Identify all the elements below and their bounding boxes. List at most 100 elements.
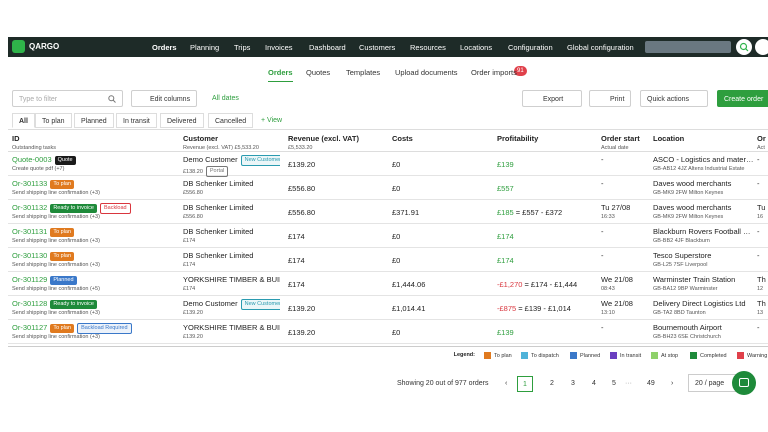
subnav-item[interactable]: Upload documents xyxy=(395,68,458,77)
column-title: Profitability xyxy=(497,134,539,143)
profit: £139 xyxy=(497,328,514,337)
location-address: GB-BB2 4JF Blackburn xyxy=(653,238,710,244)
status-tag: New Customer xyxy=(240,155,280,166)
app: QARGO Orders Planning Trips Invoices Dashboa… xyxy=(8,37,768,399)
legend-swatch xyxy=(521,352,528,359)
profit: £174 xyxy=(497,256,514,265)
legend-label: Legend: xyxy=(453,352,475,358)
legend-swatch xyxy=(690,352,697,359)
print-button[interactable]: Print xyxy=(589,90,632,107)
search-button[interactable] xyxy=(736,39,752,55)
column-subtitle: Actual date xyxy=(601,145,629,151)
prev-page[interactable]: ‹ xyxy=(505,380,508,387)
tab[interactable]: In transit xyxy=(116,113,157,128)
start-date: Tu 27/08 xyxy=(601,203,631,212)
customer-revenue-cell: £139.20 xyxy=(183,334,203,340)
profit-cell: £557 xyxy=(497,184,514,193)
subnav-item[interactable]: Orders xyxy=(268,68,293,82)
customer-revenue: £139.20 xyxy=(183,310,203,316)
status-tag: To plan xyxy=(50,180,75,189)
legend-label: Planned xyxy=(580,353,601,359)
profit: £557 xyxy=(497,184,514,193)
create-order-button[interactable]: Create order xyxy=(717,90,768,107)
start-date: - xyxy=(601,155,604,164)
profit-cell: £185 = £557 - £372 xyxy=(497,208,562,217)
nav-item[interactable]: Global configuration xyxy=(567,43,634,52)
customer-cell: Demo Customer New Customer xyxy=(183,155,280,166)
column-subtitle: £5,533.20 xyxy=(288,145,313,151)
revenue: £139.20 xyxy=(288,328,316,337)
nav-item[interactable]: Customers xyxy=(359,43,396,52)
table-row[interactable]: Or-301130 To plan Send shipping line confi… xyxy=(8,248,768,272)
chat-icon xyxy=(739,378,749,387)
chat-button[interactable] xyxy=(732,371,756,395)
location: Delivery Direct Logistics Ltd xyxy=(653,299,746,308)
profit: £185 xyxy=(497,208,514,217)
task: Send shipping line confirmation (+3) xyxy=(12,214,100,220)
subnav-item[interactable]: Templates xyxy=(346,68,381,77)
order-id: Or-301130 xyxy=(12,251,48,260)
customer-revenue-cell: £174 xyxy=(183,262,195,268)
filter-placeholder: Type to filter xyxy=(19,96,58,103)
page-number[interactable]: 49 xyxy=(647,380,655,387)
task: Send shipping line confirmation (+3) xyxy=(12,238,100,244)
tab[interactable]: Planned xyxy=(74,113,114,128)
customer-revenue: £556.80 xyxy=(183,214,203,220)
nav-item[interactable]: Orders xyxy=(152,43,177,52)
start-date: - xyxy=(601,227,604,236)
next-column-sub: 12 xyxy=(757,286,764,292)
revenue: £139.20 xyxy=(288,304,316,313)
export-button[interactable]: Export xyxy=(522,90,583,107)
brand[interactable]: QARGO xyxy=(29,42,60,51)
edit-columns-button[interactable]: Edit columns xyxy=(131,90,198,107)
next-page[interactable]: › xyxy=(671,380,674,387)
profit-cell: -£875 = £139 - £1,014 xyxy=(497,304,571,313)
location: Bournemouth Airport xyxy=(653,323,722,332)
page-number[interactable]: 3 xyxy=(571,380,575,387)
extra-button[interactable] xyxy=(755,39,768,55)
nav-item[interactable]: Invoices xyxy=(265,43,293,52)
nav-item[interactable]: Dashboard xyxy=(309,43,346,52)
id-cell: Or-301131 To plan xyxy=(12,227,75,237)
nav-item[interactable]: Resources xyxy=(410,43,446,52)
start-date: - xyxy=(601,179,604,188)
next-column: - xyxy=(757,323,760,332)
pagination-summary: Showing 20 out of 977 orders xyxy=(397,380,489,387)
add-view-button[interactable]: + View xyxy=(261,117,283,124)
tab[interactable]: To plan xyxy=(35,113,72,128)
column-subtitle: Outstanding tasks xyxy=(12,145,57,151)
search-icon xyxy=(739,42,749,52)
nav-item[interactable]: Trips xyxy=(234,43,251,52)
page-ellipsis: ··· xyxy=(625,380,632,387)
table-row[interactable]: Quote-0003 Quote Create quote pdf (+7) Demo… xyxy=(8,152,768,177)
table-row[interactable]: Or-301131 To plan Send shipping line confi… xyxy=(8,224,768,248)
page-number[interactable]: 1 xyxy=(517,376,533,392)
tab[interactable]: Cancelled xyxy=(208,113,254,128)
nav-item[interactable]: Configuration xyxy=(508,43,553,52)
task: Send shipping line confirmation (+3) xyxy=(12,190,100,196)
table-row[interactable]: Or-301132 Ready to invoice Backload Send sh… xyxy=(8,200,768,224)
nav-item[interactable]: Planning xyxy=(190,43,220,52)
table-row[interactable]: Or-301128 Ready to invoice Send shipping l… xyxy=(8,296,768,320)
legend-swatch xyxy=(610,352,617,359)
tab[interactable]: All xyxy=(12,113,35,128)
subnav-item[interactable]: Order imports xyxy=(471,68,517,77)
page-number[interactable]: 2 xyxy=(550,380,554,387)
column-title: Location xyxy=(653,134,685,143)
page-number[interactable]: 4 xyxy=(592,380,596,387)
user-box[interactable] xyxy=(645,41,731,53)
table-row[interactable]: Or-301133 To plan Send shipping line confi… xyxy=(8,176,768,200)
customer-name: DB Schenker Limited xyxy=(183,179,254,188)
page-number[interactable]: 5 xyxy=(612,380,616,387)
nav-item[interactable]: Locations xyxy=(460,43,493,52)
subnav-item[interactable]: Quotes xyxy=(306,68,331,77)
table-row[interactable]: Or-301129 Planned Send shipping line confi… xyxy=(8,272,768,296)
column-title: Costs xyxy=(392,134,413,143)
location-address: GB-MK9 2FW Milton Keynes xyxy=(653,214,724,220)
quick-actions-button[interactable]: Quick actions xyxy=(640,90,709,107)
filter-input[interactable]: Type to filter xyxy=(12,90,123,107)
costs: £0 xyxy=(392,184,401,193)
table-row[interactable]: Or-301127 To plan Backload Required Send sh… xyxy=(8,320,768,344)
date-filter[interactable]: All dates xyxy=(206,90,245,107)
tab[interactable]: Delivered xyxy=(160,113,204,128)
